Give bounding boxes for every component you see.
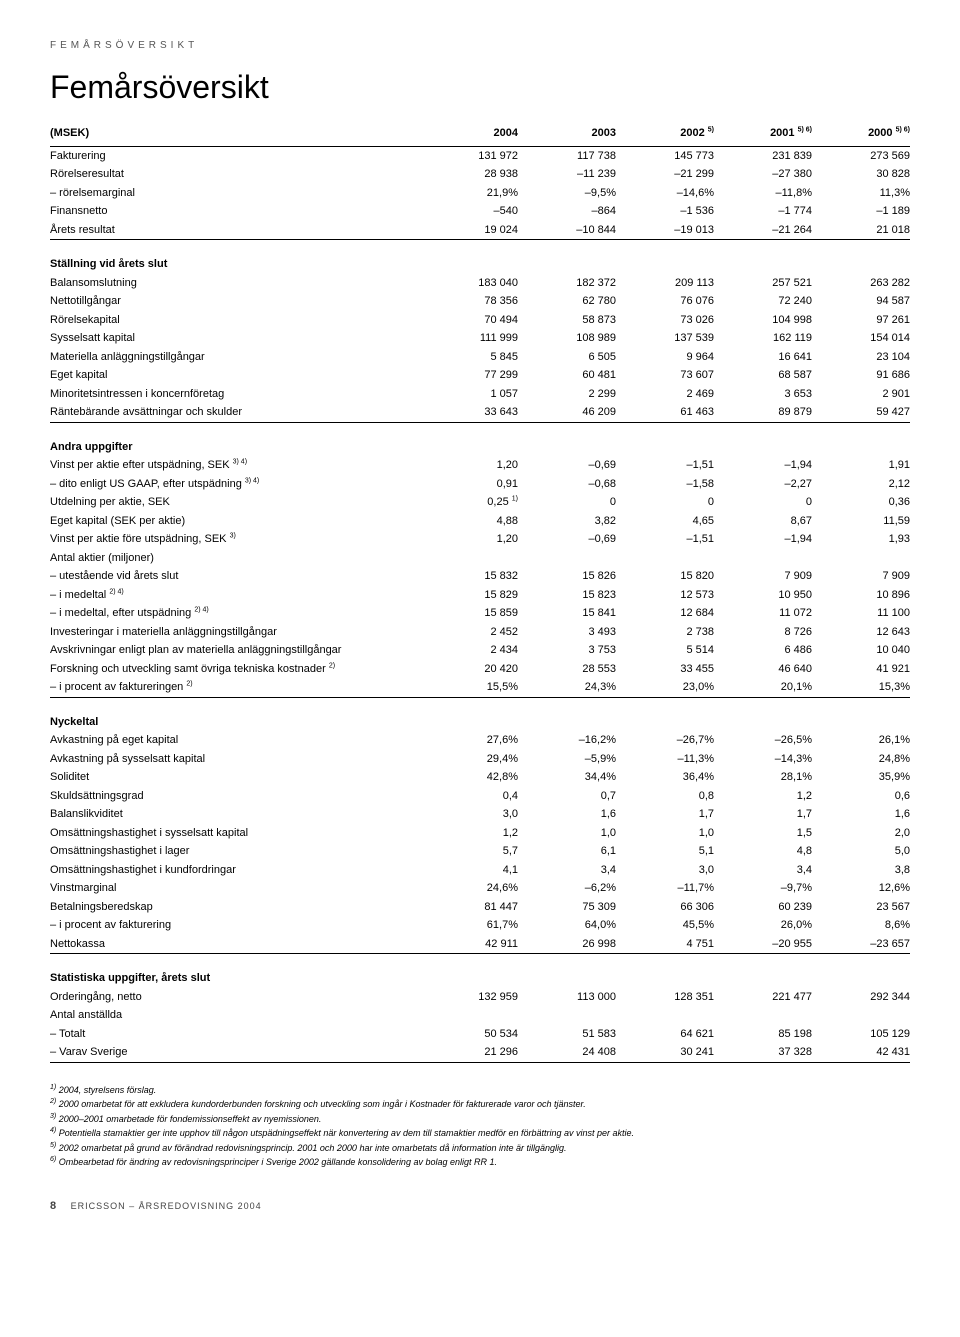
section-head: Ställning vid årets slut: [50, 240, 910, 274]
table-row: – Totalt50 53451 58364 62185 198105 129: [50, 1025, 910, 1044]
table-row: Finansnetto–540–864–1 536–1 774–1 189: [50, 202, 910, 221]
table-header: (MSEK)200420032002 5)2001 5) 6)2000 5) 6…: [50, 124, 910, 146]
table-row: Vinst per aktie före utspädning, SEK 3)1…: [50, 530, 910, 549]
table-row: Vinstmarginal24,6%–6,2%–11,7%–9,7%12,6%: [50, 879, 910, 898]
table-row: Vinst per aktie efter utspädning, SEK 3)…: [50, 456, 910, 475]
table-row: Rörelseresultat28 938–11 239–21 299–27 3…: [50, 165, 910, 184]
table-row: Årets resultat19 024–10 844–19 013–21 26…: [50, 221, 910, 240]
table-row: Nettotillgångar78 35662 78076 07672 2409…: [50, 292, 910, 311]
table-row: Fakturering131 972117 738145 773231 8392…: [50, 146, 910, 165]
table-row: – i procent av fakturering61,7%64,0%45,5…: [50, 916, 910, 935]
footnote: 3) 2000–2001 omarbetade för fondemission…: [50, 1112, 910, 1127]
eyebrow: FEMÅRSÖVERSIKT: [50, 40, 910, 51]
table-row: Antal anställda: [50, 1006, 910, 1025]
table-row: – utestående vid årets slut15 83215 8261…: [50, 567, 910, 586]
table-row: Omsättningshastighet i sysselsatt kapita…: [50, 824, 910, 843]
table-row: Sysselsatt kapital111 999108 989137 5391…: [50, 329, 910, 348]
table-row: Antal aktier (miljoner): [50, 549, 910, 568]
table-row: Omsättningshastighet i kundfordringar4,1…: [50, 861, 910, 880]
section-head: Andra uppgifter: [50, 422, 910, 456]
table-row: Nettokassa42 91126 9984 751–20 955–23 65…: [50, 935, 910, 954]
table-row: Utdelning per aktie, SEK0,25 1)0000,36: [50, 493, 910, 512]
footnote: 1) 2004, styrelsens förslag.: [50, 1083, 910, 1098]
table-row: Investeringar i materiella anläggningsti…: [50, 623, 910, 642]
table-row: – i procent av faktureringen 2)15,5%24,3…: [50, 678, 910, 697]
table-row: – rörelsemarginal21,9%–9,5%–14,6%–11,8%1…: [50, 184, 910, 203]
table-row: Rörelsekapital70 49458 87373 026104 9989…: [50, 311, 910, 330]
footnote: 4) Potentiella stamaktier ger inte uppho…: [50, 1126, 910, 1141]
page-number: 8: [50, 1200, 57, 1212]
table-row: Minoritetsintressen i koncernföretag1 05…: [50, 385, 910, 404]
section-head: Nyckeltal: [50, 697, 910, 731]
table-row: Balansomslutning183 040182 372209 113257…: [50, 274, 910, 293]
table-row: Materiella anläggningstillgångar5 8456 5…: [50, 348, 910, 367]
financial-table: (MSEK)200420032002 5)2001 5) 6)2000 5) 6…: [50, 124, 910, 1063]
footnote: 5) 2002 omarbetat på grund av förändrad …: [50, 1141, 910, 1156]
section-head: Statistiska uppgifter, årets slut: [50, 954, 910, 988]
table-row: Betalningsberedskap81 44775 30966 30660 …: [50, 898, 910, 917]
footnote: 6) Ombearbetad för ändring av redovisnin…: [50, 1155, 910, 1170]
page-title: Femårsöversikt: [50, 69, 910, 106]
table-row: Avkastning på eget kapital27,6%–16,2%–26…: [50, 731, 910, 750]
table-row: – i medeltal, efter utspädning 2) 4)15 8…: [50, 604, 910, 623]
footer-text: ERICSSON – ÅRSREDOVISNING 2004: [71, 1201, 262, 1211]
table-row: Avskrivningar enligt plan av materiella …: [50, 641, 910, 660]
table-row: Eget kapital (SEK per aktie)4,883,824,65…: [50, 512, 910, 531]
table-row: Forskning och utveckling samt övriga tek…: [50, 660, 910, 679]
table-row: Soliditet42,8%34,4%36,4%28,1%35,9%: [50, 768, 910, 787]
table-row: Omsättningshastighet i lager5,76,15,14,8…: [50, 842, 910, 861]
table-row: – dito enligt US GAAP, efter utspädning …: [50, 475, 910, 494]
page-footer: 8 ERICSSON – ÅRSREDOVISNING 2004: [50, 1200, 910, 1212]
footnote: 2) 2000 omarbetat för att exkludera kund…: [50, 1097, 910, 1112]
table-row: Räntebärande avsättningar och skulder33 …: [50, 403, 910, 422]
footnotes: 1) 2004, styrelsens förslag.2) 2000 omar…: [50, 1083, 910, 1170]
table-row: Balanslikviditet3,01,61,71,71,6: [50, 805, 910, 824]
table-row: Eget kapital77 29960 48173 60768 58791 6…: [50, 366, 910, 385]
table-row: – i medeltal 2) 4)15 82915 82312 57310 9…: [50, 586, 910, 605]
table-row: Avkastning på sysselsatt kapital29,4%–5,…: [50, 750, 910, 769]
table-row: – Varav Sverige21 29624 40830 24137 3284…: [50, 1043, 910, 1062]
table-row: Orderingång, netto132 959113 000128 3512…: [50, 988, 910, 1007]
table-row: Skuldsättningsgrad0,40,70,81,20,6: [50, 787, 910, 806]
